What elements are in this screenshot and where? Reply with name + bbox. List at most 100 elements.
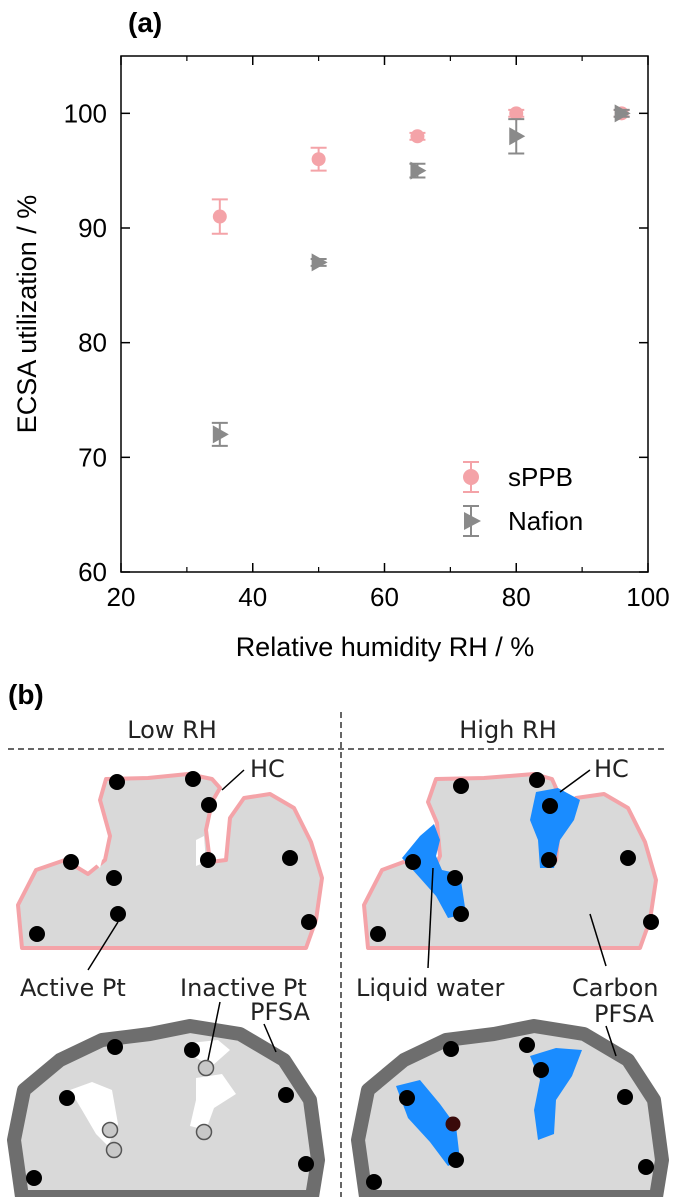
pore-void-pfsa-left-2 [190,1074,236,1130]
axis-ticks: 20 40 60 80 100 60 70 80 90 100 [64,56,670,612]
pt-particle [533,1062,549,1078]
flooded-pt-particle [445,1116,461,1132]
carbon-label: Carbon [572,974,658,1002]
low-rh-pfsa-particle: PFSA [7,998,325,1197]
low-rh-title: Low RH [127,716,217,744]
pt-particle [107,1039,123,1055]
pfsa-right-label: PFSA [594,1000,655,1028]
inactive-pt-particle [195,1123,213,1141]
x-tick-label: 60 [370,582,399,612]
legend-nafion-label: Nafion [508,506,583,536]
pt-particle [399,1090,415,1106]
pt-particle [106,870,122,886]
pt-particle [59,1090,75,1106]
pt-particle [447,870,463,886]
pt-particle [185,771,201,787]
data-point-Nafion [410,161,427,180]
x-tick-label: 40 [238,582,267,612]
legend-spPB-marker [463,469,479,485]
y-tick-label: 80 [78,328,107,358]
hc-left-pointer [221,769,245,791]
plot-frame [120,55,649,573]
y-tick-label: 70 [78,442,107,472]
legend: sPPB Nafion [463,461,583,537]
pt-particle [278,1087,294,1103]
liquid-water-label: Liquid water [356,974,505,1002]
y-tick-label: 60 [78,557,107,587]
pt-particle [366,1174,382,1190]
high-rh-hc-particle: HC [362,755,659,969]
pt-particle [110,906,126,922]
legend-spPB-label: sPPB [508,462,573,492]
pfsa-left-label: PFSA [250,998,311,1026]
pt-particle [405,854,421,870]
hc-right-label: HC [594,755,629,783]
pt-particle [519,1037,535,1053]
pfsa-right-pointer [605,1025,617,1057]
x-tick-label: 80 [502,582,531,612]
pt-particle [529,772,545,788]
data-point-sPPB [311,152,326,167]
pt-particle [301,914,317,930]
high-rh-title: High RH [459,716,557,744]
data-point-Nafion [311,253,328,272]
pt-particle [26,1170,42,1186]
panel-a-label: (a) [128,7,162,38]
pt-particle [643,914,659,930]
pt-particle [370,926,386,942]
x-axis-title: Relative humidity RH / % [236,632,535,662]
pt-particle [201,797,217,813]
carbon-pointer [589,913,607,967]
data-point-Nafion [212,425,229,444]
low-rh-hc-particle: HC [16,755,324,971]
data-point-sPPB [212,209,227,224]
pt-particle [617,1089,633,1105]
data-point-sPPB [410,129,425,144]
active-pt-label: Active Pt [20,974,126,1002]
carbon-support-pfsa-right [351,1019,669,1197]
carbon-support-pfsa-left [7,1019,325,1197]
active-pt-pointer [87,921,119,971]
pt-particle [63,854,79,870]
x-tick-label: 100 [626,582,669,612]
pore-void-left-1 [92,842,104,868]
liquid-water-hc-1 [402,824,466,918]
data-points [211,104,631,447]
inactive-pt-pointer [207,1001,221,1061]
pt-particle [298,1156,314,1172]
high-rh-pfsa-particle: PFSA [351,1000,669,1197]
inactive-pt-particle [105,1141,123,1159]
pt-particle [541,852,557,868]
hc-left-label: HC [250,755,285,783]
carbon-support-hc-left [16,772,324,950]
liquid-water-pointer [427,867,434,969]
pt-particle [638,1159,654,1175]
pt-particle [184,1042,200,1058]
legend-nafion-marker [464,512,481,530]
data-point-Nafion [509,127,526,146]
data-point-Nafion [614,104,631,123]
schematic-b: Low RH High RH HC [7,712,669,1197]
data-point-sPPB [509,106,524,121]
hc-right-pointer [559,769,591,793]
pt-particle [443,1041,459,1057]
inactive-pt-label: Inactive Pt [180,974,307,1002]
pt-particle [620,850,636,866]
y-tick-label: 90 [78,213,107,243]
panel-b-label: (b) [8,679,44,710]
y-axis-title: ECSA utilization / % [12,195,42,434]
pt-particle [453,906,469,922]
inactive-pt-particle [197,1059,215,1077]
pt-particle [282,850,298,866]
pt-particle [109,774,125,790]
pt-particle [29,926,45,942]
chart-a: 20 40 60 80 100 60 70 80 90 100 ECSA utilization … [12,55,670,662]
pfsa-left-pointer [263,1023,277,1053]
x-tick-label: 20 [107,582,136,612]
pt-particle [542,798,558,814]
inactive-pt-particle [101,1121,119,1139]
pt-particle [453,778,469,794]
pt-particle [448,1152,464,1168]
y-tick-label: 100 [64,98,107,128]
